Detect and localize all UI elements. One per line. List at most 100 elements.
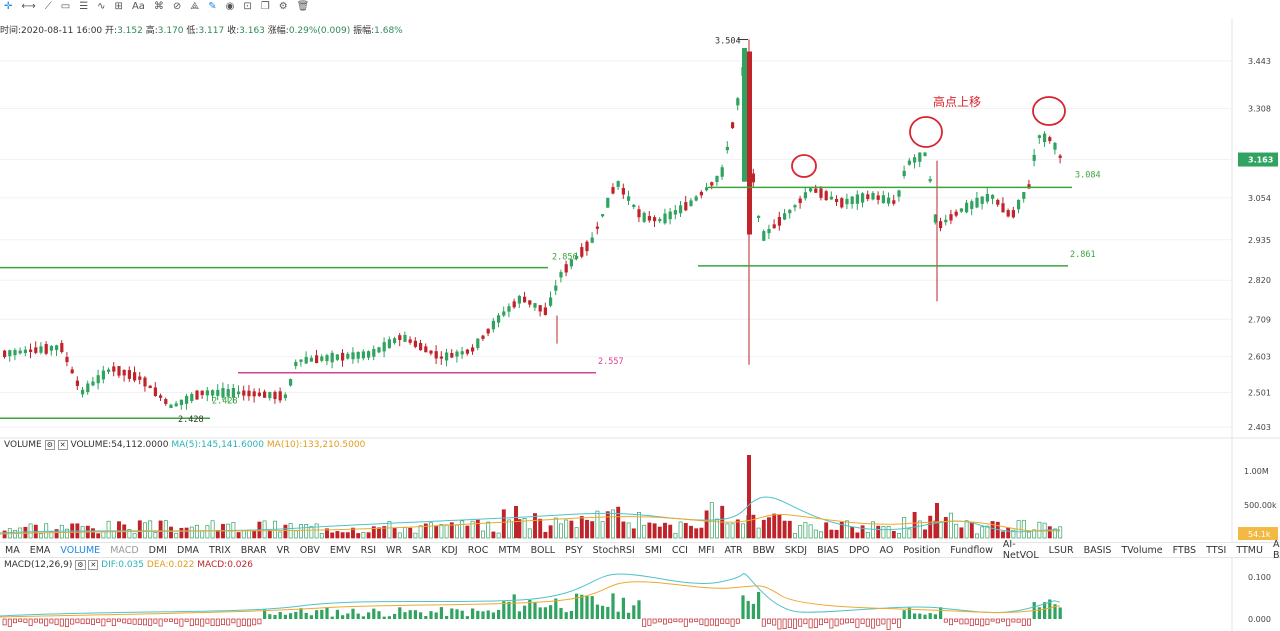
magnet-icon[interactable]: ⊘	[172, 1, 182, 12]
volume-bar	[917, 520, 922, 539]
volume-bar	[299, 524, 303, 539]
macd-bar	[1001, 618, 1005, 622]
tab-brar[interactable]: BRAR	[240, 544, 267, 556]
tab-sar[interactable]: SAR	[412, 544, 432, 556]
copy-icon[interactable]: ❐	[260, 1, 270, 12]
candle-body	[460, 351, 464, 355]
candle-body	[762, 231, 766, 241]
ray-icon[interactable]: ⟷	[21, 1, 36, 12]
tab-basis[interactable]: BASIS	[1083, 544, 1112, 556]
candle-body	[465, 349, 469, 354]
tab-boll[interactable]: BOLL	[530, 544, 556, 556]
volume-bar	[283, 524, 288, 539]
candle-body	[1043, 133, 1047, 143]
candle-body	[361, 351, 365, 359]
tab-mtm[interactable]: MTM	[498, 544, 521, 556]
tab-macd[interactable]: MACD	[110, 544, 139, 556]
brush-icon[interactable]: ✎	[208, 1, 217, 12]
volume-bar	[184, 527, 189, 539]
tab-vr[interactable]: VR	[276, 544, 290, 556]
tab-wr[interactable]: WR	[386, 544, 403, 556]
pattern-icon[interactable]: ⌘	[153, 1, 164, 12]
tab-smi[interactable]: SMI	[644, 544, 662, 556]
tab-tvolume[interactable]: TVolume	[1121, 544, 1163, 556]
tab-ttmu[interactable]: TTMU	[1236, 544, 1263, 556]
tab-stochrsi[interactable]: StochRSI	[592, 544, 635, 556]
tab-volume[interactable]: VOLUME	[60, 544, 101, 556]
volume-bar	[850, 526, 855, 539]
volume-settings-icon[interactable]: ⚙	[44, 440, 55, 450]
tab-bias[interactable]: BIAS	[817, 544, 839, 556]
tab-ao[interactable]: AO	[879, 544, 894, 556]
macd-bar	[517, 611, 521, 619]
trendline-icon[interactable]: ⟋	[44, 1, 52, 12]
volume-bar	[325, 528, 329, 539]
volume-bar	[747, 455, 751, 538]
candle-body	[549, 297, 553, 306]
tab-kdj[interactable]: KDJ	[441, 544, 458, 556]
tab-ai-netvol[interactable]: AI-NetVOL	[1002, 539, 1039, 561]
tab-ai-bsi[interactable]: AI-BSI	[1272, 539, 1280, 561]
highlight-circle	[791, 154, 817, 178]
tab-ttsi[interactable]: TTSI	[1206, 544, 1227, 556]
tab-dmi[interactable]: DMI	[148, 544, 167, 556]
candle-body	[455, 351, 459, 357]
measure-icon[interactable]: ⊞	[114, 1, 123, 12]
tab-mfi[interactable]: MFI	[697, 544, 715, 556]
candle-body	[190, 393, 194, 401]
tab-atr[interactable]: ATR	[724, 544, 743, 556]
rect-icon[interactable]: ▭	[60, 1, 71, 12]
candle-body	[65, 356, 69, 363]
tab-bbw[interactable]: BBW	[752, 544, 775, 556]
candle-body	[429, 350, 433, 354]
eye-icon[interactable]: ◉	[225, 1, 235, 12]
macd-bar	[445, 616, 449, 619]
wave-icon[interactable]: ∿	[97, 1, 106, 12]
tab-obv[interactable]: OBV	[299, 544, 320, 556]
macd-bar	[163, 618, 168, 622]
tab-roc[interactable]: ROC	[467, 544, 489, 556]
text-icon[interactable]: Aa	[131, 1, 145, 12]
candle-body	[757, 215, 761, 218]
candle-body	[159, 395, 163, 398]
macd-close-icon[interactable]: ✕	[88, 560, 99, 570]
open-label: 开:	[105, 26, 118, 36]
tab-cci[interactable]: CCI	[671, 544, 688, 556]
macd-settings-icon[interactable]: ⚙	[75, 560, 86, 570]
macd-bar	[75, 618, 80, 624]
volume-bar	[631, 528, 636, 539]
tab-ema[interactable]: EMA	[29, 544, 51, 556]
candle-body	[892, 200, 896, 204]
tab-position[interactable]: Position	[903, 544, 941, 556]
tab-psy[interactable]: PSY	[565, 544, 583, 556]
crosshair-icon[interactable]: ✛	[4, 1, 13, 12]
tab-rsi[interactable]: RSI	[360, 544, 377, 556]
macd-bar	[803, 618, 808, 625]
candle-body	[621, 188, 625, 195]
macd-bar	[283, 614, 287, 619]
tab-ma[interactable]: MA	[5, 544, 20, 556]
tab-dma[interactable]: DMA	[177, 544, 200, 556]
tab-fundflow[interactable]: Fundflow	[950, 544, 993, 556]
tab-dpo[interactable]: DPO	[848, 544, 870, 556]
tab-skdj[interactable]: SKDJ	[784, 544, 808, 556]
settings-icon[interactable]: ⚙	[278, 1, 288, 12]
volume-bar	[543, 531, 548, 539]
volume-close-icon[interactable]: ✕	[57, 440, 68, 450]
lock-icon[interactable]: ⊡	[243, 1, 252, 12]
candle-body	[975, 197, 979, 208]
macd-bar	[377, 611, 381, 619]
fib-icon[interactable]: ☰	[79, 1, 89, 12]
candle-body	[1006, 210, 1010, 217]
volume-bar	[423, 523, 428, 539]
tab-lsur[interactable]: LSUR	[1048, 544, 1074, 556]
volume-bar	[964, 520, 969, 539]
tab-emv[interactable]: EMV	[329, 544, 351, 556]
candle-body	[907, 160, 911, 165]
trash-icon[interactable]: 🗑	[296, 1, 310, 12]
macd-bar	[668, 618, 673, 624]
tab-ftbs[interactable]: FTBS	[1172, 544, 1197, 556]
ruler-icon[interactable]: ⟁	[190, 1, 200, 12]
tab-trix[interactable]: TRIX	[209, 544, 231, 556]
